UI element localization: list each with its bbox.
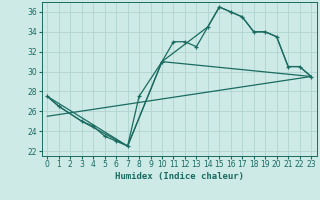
X-axis label: Humidex (Indice chaleur): Humidex (Indice chaleur)	[115, 172, 244, 181]
